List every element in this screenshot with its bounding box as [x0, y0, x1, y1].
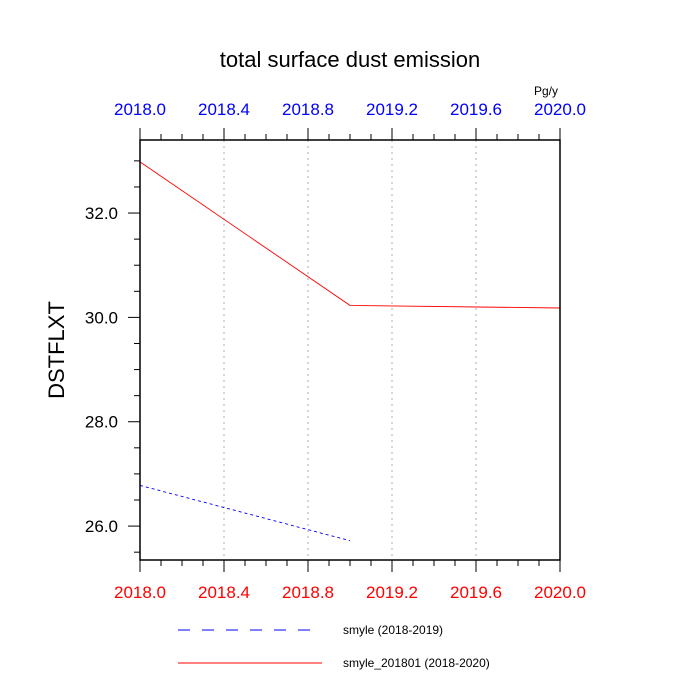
legend-label-1: smyle_201801 (2018-2020): [343, 656, 490, 670]
x-tick-label-top: 2019.2: [366, 100, 418, 119]
axis-ticks: 2018.0 2018.0 2018.4 2018.4 2018.8 2018.8 2019…: [85, 100, 586, 602]
legend: smyle (2018-2019) smyle_201801 (2018-2020…: [178, 623, 490, 670]
units-label: Pg/y: [534, 84, 558, 98]
x-tick-label-bottom: 2019.2: [366, 583, 418, 602]
x-tick-label-top: 2019.6: [450, 100, 502, 119]
plot-frame: [139, 139, 561, 561]
chart-title: total surface dust emission: [220, 47, 480, 72]
series-line-0: [139, 484, 351, 542]
y-tick-label: 30.0: [85, 308, 118, 327]
series-line-1: [139, 161, 561, 309]
x-tick-label-top: 2018.8: [282, 100, 334, 119]
grid-lines: [223, 140, 477, 560]
y-tick-label: 32.0: [85, 204, 118, 223]
x-tick-label-bottom: 2020.0: [534, 583, 586, 602]
x-tick-label-top: 2020.0: [534, 100, 586, 119]
series-lines: [139, 161, 561, 542]
y-tick-label: 28.0: [85, 413, 118, 432]
x-tick-label-bottom: 2018.8: [282, 583, 334, 602]
x-tick-label-top: 2018.0: [114, 100, 166, 119]
x-tick-label-bottom: 2018.0: [114, 583, 166, 602]
x-tick-label-bottom: 2018.4: [198, 583, 250, 602]
x-tick-label-top: 2018.4: [198, 100, 250, 119]
legend-label-0: smyle (2018-2019): [343, 623, 443, 637]
y-tick-label: 26.0: [85, 517, 118, 536]
y-axis-label: DSTFLXT: [44, 301, 69, 399]
x-tick-label-bottom: 2019.6: [450, 583, 502, 602]
